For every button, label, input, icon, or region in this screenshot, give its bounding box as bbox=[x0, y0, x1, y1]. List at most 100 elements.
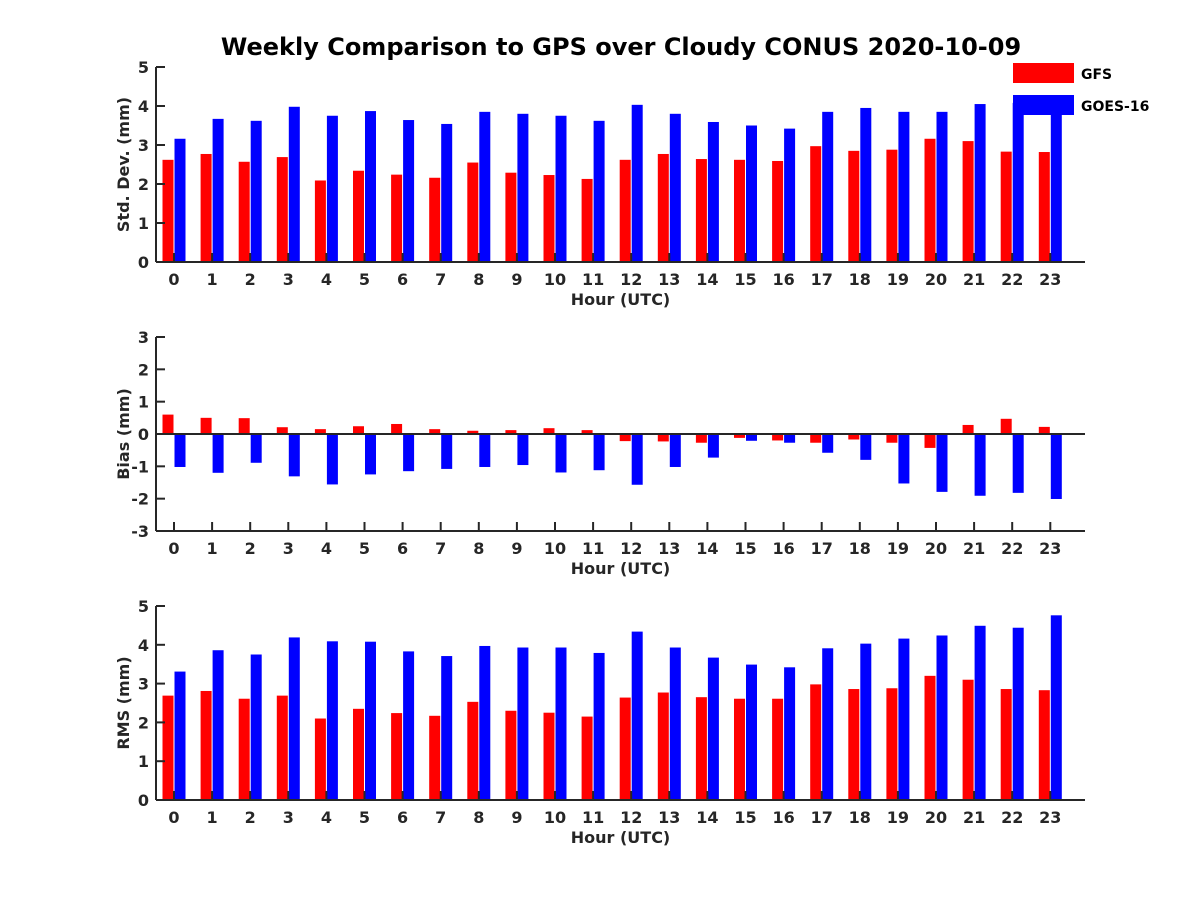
x-tick-label: 15 bbox=[734, 808, 756, 827]
x-tick-label: 18 bbox=[849, 539, 871, 558]
x-tick-label: 9 bbox=[511, 539, 522, 558]
bar-goes-16-hour-9 bbox=[517, 647, 529, 800]
x-tick-label: 1 bbox=[207, 808, 218, 827]
y-tick-label: -3 bbox=[131, 522, 149, 541]
x-tick-label: 20 bbox=[925, 808, 947, 827]
x-tick-label: 2 bbox=[245, 270, 256, 289]
x-tick-label: 17 bbox=[811, 270, 833, 289]
bar-gfs-hour-4 bbox=[314, 180, 326, 262]
bar-gfs-hour-3 bbox=[276, 427, 288, 434]
y-tick-label: 4 bbox=[138, 97, 149, 116]
bar-gfs-hour-18 bbox=[848, 150, 860, 262]
x-tick-label: 4 bbox=[321, 808, 332, 827]
bar-goes-16-hour-16 bbox=[784, 667, 796, 800]
bar-gfs-hour-0 bbox=[162, 159, 174, 262]
x-tick-label: 5 bbox=[359, 270, 370, 289]
x-tick-label: 22 bbox=[1001, 539, 1023, 558]
bar-goes-16-hour-4 bbox=[326, 434, 338, 485]
bar-goes-16-hour-11 bbox=[593, 120, 605, 262]
y-tick-label: 1 bbox=[138, 393, 149, 412]
x-tick-label: 12 bbox=[620, 270, 642, 289]
bar-gfs-hour-11 bbox=[581, 716, 593, 800]
x-tick-label: 18 bbox=[849, 270, 871, 289]
bar-goes-16-hour-9 bbox=[517, 434, 529, 466]
y-tick-label: 4 bbox=[138, 636, 149, 655]
bar-gfs-hour-16 bbox=[772, 698, 784, 800]
x-tick-label: 15 bbox=[734, 539, 756, 558]
x-tick-label: 8 bbox=[473, 808, 484, 827]
bar-goes-16-hour-23 bbox=[1050, 101, 1062, 262]
bar-goes-16-hour-1 bbox=[212, 118, 224, 263]
x-tick-label: 17 bbox=[811, 808, 833, 827]
bar-gfs-hour-6 bbox=[391, 174, 403, 262]
x-tick-label: 21 bbox=[963, 270, 985, 289]
x-tick-label: 6 bbox=[397, 270, 408, 289]
bar-gfs-hour-15 bbox=[734, 159, 745, 262]
bar-goes-16-hour-0 bbox=[174, 138, 186, 262]
bar-gfs-hour-0 bbox=[162, 414, 174, 434]
x-tick-label: 23 bbox=[1039, 539, 1061, 558]
bar-goes-16-hour-13 bbox=[669, 647, 681, 800]
bar-goes-16-hour-1 bbox=[212, 650, 224, 800]
bar-goes-16-hour-23 bbox=[1050, 615, 1062, 800]
bar-goes-16-hour-3 bbox=[288, 434, 300, 477]
x-axis-label: Hour (UTC) bbox=[571, 828, 671, 847]
bar-gfs-hour-20 bbox=[924, 434, 936, 448]
bar-goes-16-hour-16 bbox=[784, 128, 796, 262]
x-tick-label: 4 bbox=[321, 539, 332, 558]
bar-gfs-hour-5 bbox=[353, 708, 364, 800]
bar-goes-16-hour-17 bbox=[822, 648, 834, 800]
bar-goes-16-hour-2 bbox=[250, 434, 262, 463]
y-tick-label: 3 bbox=[138, 136, 149, 155]
bar-goes-16-hour-1 bbox=[212, 434, 224, 473]
x-tick-label: 16 bbox=[772, 808, 794, 827]
bar-goes-16-hour-14 bbox=[707, 121, 719, 263]
x-tick-label: 15 bbox=[734, 270, 756, 289]
x-tick-label: 1 bbox=[207, 539, 218, 558]
bar-goes-16-hour-4 bbox=[326, 641, 338, 800]
bar-gfs-hour-8 bbox=[467, 701, 479, 800]
bar-goes-16-hour-7 bbox=[441, 123, 453, 262]
x-tick-label: 9 bbox=[511, 808, 522, 827]
x-tick-label: 2 bbox=[245, 539, 256, 558]
bar-gfs-hour-8 bbox=[467, 162, 479, 262]
bar-goes-16-hour-13 bbox=[669, 113, 681, 262]
bar-gfs-hour-20 bbox=[924, 675, 936, 800]
y-tick-label: -2 bbox=[131, 490, 149, 509]
x-tick-label: 13 bbox=[658, 539, 680, 558]
x-tick-label: 3 bbox=[283, 539, 294, 558]
x-tick-label: 11 bbox=[582, 808, 604, 827]
bar-goes-16-hour-19 bbox=[898, 434, 910, 484]
y-tick-label: 1 bbox=[138, 214, 149, 233]
x-tick-label: 2 bbox=[245, 808, 256, 827]
x-tick-label: 1 bbox=[207, 270, 218, 289]
x-tick-label: 18 bbox=[849, 808, 871, 827]
x-axis-label: Hour (UTC) bbox=[571, 559, 671, 578]
bar-goes-16-hour-10 bbox=[555, 115, 567, 262]
bar-gfs-hour-7 bbox=[429, 177, 441, 262]
x-tick-label: 9 bbox=[511, 270, 522, 289]
x-tick-label: 7 bbox=[435, 270, 446, 289]
legend-swatch-gfs bbox=[1013, 63, 1074, 83]
bar-goes-16-hour-11 bbox=[593, 652, 605, 800]
bar-gfs-hour-12 bbox=[619, 159, 631, 262]
legend: GFS GOES-16 bbox=[1013, 63, 1149, 115]
bar-gfs-hour-16 bbox=[772, 160, 784, 262]
bar-goes-16-hour-14 bbox=[707, 657, 719, 800]
legend-label-gfs: GFS bbox=[1081, 67, 1112, 83]
bar-gfs-hour-22 bbox=[1000, 418, 1012, 434]
y-axis-label: Bias (mm) bbox=[114, 388, 133, 480]
bar-goes-16-hour-0 bbox=[174, 434, 186, 467]
bar-gfs-hour-16 bbox=[772, 434, 784, 441]
bar-goes-16-hour-21 bbox=[974, 434, 986, 496]
x-tick-label: 20 bbox=[925, 270, 947, 289]
bar-gfs-hour-2 bbox=[238, 418, 250, 434]
bar-gfs-hour-18 bbox=[848, 434, 860, 440]
bar-goes-16-hour-19 bbox=[898, 111, 910, 262]
bar-goes-16-hour-10 bbox=[555, 434, 567, 473]
bar-gfs-hour-10 bbox=[543, 712, 555, 800]
